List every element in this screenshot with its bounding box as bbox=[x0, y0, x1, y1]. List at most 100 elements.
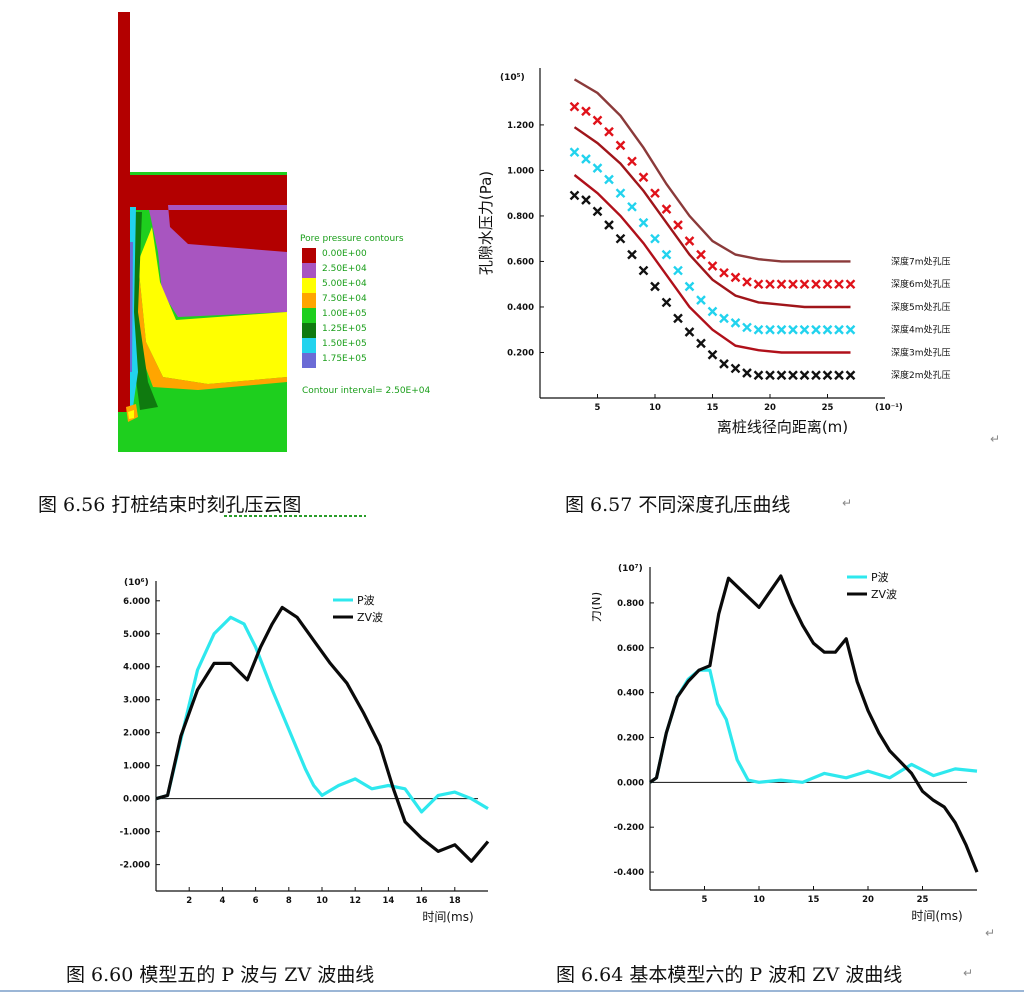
y-tick-label: -0.400 bbox=[614, 868, 644, 878]
legend-swatch bbox=[302, 263, 316, 278]
data-point bbox=[707, 349, 718, 360]
x-multiplier: (10⁻¹) bbox=[875, 403, 903, 413]
y-tick-label: 0.400 bbox=[617, 689, 644, 699]
data-point bbox=[673, 220, 683, 230]
y-tick-label: 0.000 bbox=[617, 778, 644, 788]
y-tick-label: -0.200 bbox=[614, 823, 644, 833]
legend-swatch bbox=[302, 278, 316, 293]
series-line bbox=[573, 78, 851, 263]
data-point bbox=[673, 313, 683, 324]
data-point bbox=[788, 370, 798, 381]
x-tick-label: 5 bbox=[595, 403, 601, 413]
x-tick-label: 10 bbox=[316, 896, 328, 906]
data-point bbox=[569, 190, 580, 201]
data-point bbox=[661, 297, 672, 308]
contour-interval: Contour interval= 2.50E+04 bbox=[302, 386, 431, 396]
paragraph-mark: ↵ bbox=[842, 496, 853, 510]
data-point bbox=[753, 324, 764, 335]
data-point bbox=[765, 279, 775, 290]
data-point bbox=[776, 324, 787, 335]
series-line bbox=[573, 174, 851, 354]
x-tick-label: 15 bbox=[808, 895, 820, 905]
data-point bbox=[822, 370, 833, 381]
data-point bbox=[742, 277, 752, 287]
x-tick-label: 25 bbox=[917, 895, 929, 905]
caption-fig-6-57: 图 6.57 不同深度孔压曲线 bbox=[565, 494, 791, 516]
y-axis-label: 孔隙水压力(Pa) bbox=[477, 171, 495, 275]
paragraph-mark: ↵ bbox=[985, 926, 996, 940]
y-tick-label: 0.600 bbox=[617, 644, 644, 654]
data-point bbox=[811, 279, 821, 290]
data-point bbox=[615, 233, 626, 244]
data-point bbox=[730, 272, 741, 283]
data-point bbox=[684, 236, 695, 246]
y-tick-label: 0.800 bbox=[617, 599, 644, 609]
data-point bbox=[822, 324, 833, 335]
data-point bbox=[742, 368, 752, 378]
data-point bbox=[776, 279, 787, 290]
data-point bbox=[581, 106, 591, 117]
pile-shaft bbox=[118, 12, 130, 412]
data-point bbox=[592, 163, 603, 173]
series-label: 深度4m处孔压 bbox=[891, 324, 951, 336]
data-point bbox=[592, 206, 603, 217]
y-multiplier: (10⁷) bbox=[618, 564, 643, 574]
legend-entry: 1.75E+05 bbox=[300, 353, 420, 368]
data-point bbox=[753, 370, 764, 381]
legend-entry: 7.50E+04 bbox=[300, 293, 420, 308]
x-tick-label: 5 bbox=[702, 895, 708, 905]
x-tick-label: 4 bbox=[219, 896, 225, 906]
data-point bbox=[811, 370, 821, 381]
legend-label: 0.00E+00 bbox=[322, 249, 367, 259]
data-point bbox=[811, 324, 821, 335]
data-point bbox=[627, 156, 637, 167]
y-tick-label: 0.200 bbox=[617, 733, 644, 743]
x-axis-label: 时间(ms) bbox=[911, 909, 962, 923]
data-point bbox=[604, 220, 614, 230]
caption-fig-6-64: 图 6.64 基本模型六的 P 波和 ZV 波曲线 bbox=[556, 964, 903, 986]
page-bottom-rule bbox=[0, 990, 1024, 992]
x-tick-label: 14 bbox=[382, 896, 394, 906]
data-point bbox=[730, 318, 741, 328]
legend-label: 1.00E+05 bbox=[322, 309, 367, 319]
data-point bbox=[753, 279, 764, 290]
x-tick-label: 6 bbox=[253, 896, 259, 906]
y-tick-label: -1.000 bbox=[120, 828, 150, 838]
legend-swatch bbox=[302, 323, 316, 338]
series-label: 深度2m处孔压 bbox=[891, 369, 951, 381]
x-tick-label: 8 bbox=[286, 896, 292, 906]
x-tick-label: 18 bbox=[449, 896, 461, 906]
series-label: 深度3m处孔压 bbox=[891, 346, 951, 358]
y-tick-label: 0.200 bbox=[507, 348, 534, 358]
legend-label: 1.75E+05 bbox=[322, 354, 367, 364]
y-axis-label: 力(N) bbox=[108, 606, 109, 636]
legend-entry: 1.25E+05 bbox=[300, 323, 420, 338]
data-point bbox=[719, 313, 729, 324]
legend-title: Pore pressure contours bbox=[300, 234, 404, 244]
data-point bbox=[615, 188, 626, 199]
y-tick-label: -2.000 bbox=[120, 861, 150, 871]
y-axis-label: 力(N) bbox=[592, 592, 603, 622]
chart-model6-waves: -0.400 -0.200 0.000 0.200 0.400 0.600 0.800 5 10… bbox=[592, 564, 979, 923]
y-tick-label: 1.000 bbox=[507, 166, 534, 176]
data-point bbox=[604, 126, 614, 137]
data-point bbox=[696, 338, 706, 349]
data-point bbox=[845, 324, 856, 335]
y-tick-label: 6.000 bbox=[123, 597, 150, 607]
caption-fig-6-56: 图 6.56 打桩结束时刻孔压云图 bbox=[38, 494, 302, 516]
data-point bbox=[684, 327, 695, 337]
x-axis-label: 时间(ms) bbox=[422, 910, 473, 924]
data-point bbox=[650, 281, 660, 292]
chart-pore-pressure-depth: 0.200 0.400 0.600 0.800 1.000 1.200 5 10 15 20 25 (… bbox=[477, 68, 951, 436]
data-point bbox=[742, 322, 752, 333]
data-point bbox=[799, 370, 810, 381]
legend-entry: 5.00E+04 bbox=[300, 278, 420, 293]
data-point bbox=[799, 324, 810, 335]
y-tick-label: 3.000 bbox=[123, 696, 150, 706]
contour-band-yellow bbox=[138, 227, 287, 384]
legend-swatch bbox=[302, 248, 316, 263]
data-point bbox=[845, 279, 856, 290]
contour-legend: Pore pressure contours 0.00E+00 2.50E+04 5… bbox=[300, 234, 430, 404]
legend-label: 7.50E+04 bbox=[322, 294, 367, 304]
data-point bbox=[707, 261, 718, 271]
